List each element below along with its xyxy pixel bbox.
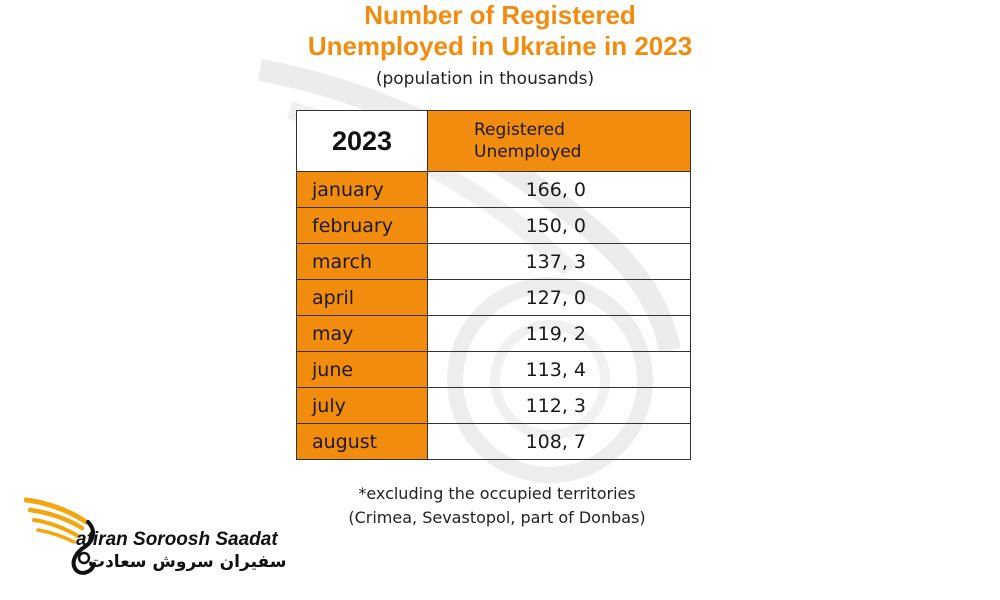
value-header: Registered Unemployed (427, 110, 691, 172)
month-cell: may (296, 315, 428, 352)
page-title: Number of Registered Unemployed in Ukrai… (0, 0, 1000, 62)
value-cell: 119, 2 (427, 315, 691, 352)
table-header-row: 2023 Registered Unemployed (296, 110, 691, 172)
table-row: may 119, 2 (296, 315, 691, 352)
title-line-2: Unemployed in Ukraine in 2023 (307, 31, 693, 61)
table-row: march 137, 3 (296, 243, 691, 280)
value-cell: 166, 0 (427, 171, 691, 208)
unemployment-table: 2023 Registered Unemployed january 166, … (296, 110, 691, 460)
value-cell: 113, 4 (427, 351, 691, 388)
year-header: 2023 (296, 110, 428, 172)
table-row: february 150, 0 (296, 207, 691, 244)
table-row: april 127, 0 (296, 279, 691, 316)
table-row: august 108, 7 (296, 423, 691, 460)
table-row: january 166, 0 (296, 171, 691, 208)
logo-name-fa: سفیران سروش سعادت (88, 552, 287, 572)
value-header-line-2: Unemployed (474, 142, 582, 162)
value-cell: 112, 3 (427, 387, 691, 424)
footnote-line-2: (Crimea, Sevastopol, part of Donbas) (348, 508, 646, 527)
table-row: july 112, 3 (296, 387, 691, 424)
value-cell: 108, 7 (427, 423, 691, 460)
month-cell: march (296, 243, 428, 280)
month-cell: april (296, 279, 428, 316)
footnote-line-1: *excluding the occupied territories (358, 484, 636, 503)
value-cell: 127, 0 (427, 279, 691, 316)
table-row: june 113, 4 (296, 351, 691, 388)
month-cell: february (296, 207, 428, 244)
month-cell: january (296, 171, 428, 208)
month-cell: august (296, 423, 428, 460)
value-header-line-1: Registered (474, 120, 565, 140)
month-cell: june (296, 351, 428, 388)
month-cell: july (296, 387, 428, 424)
value-cell: 137, 3 (427, 243, 691, 280)
company-logo-icon (24, 497, 96, 575)
footnote: *excluding the occupied territories (Cri… (300, 482, 694, 530)
value-cell: 150, 0 (427, 207, 691, 244)
subtitle: (population in thousands) (375, 69, 595, 89)
title-line-1: Number of Registered (364, 0, 636, 30)
logo-name-en: afiran Soroosh Saadat (76, 529, 278, 550)
